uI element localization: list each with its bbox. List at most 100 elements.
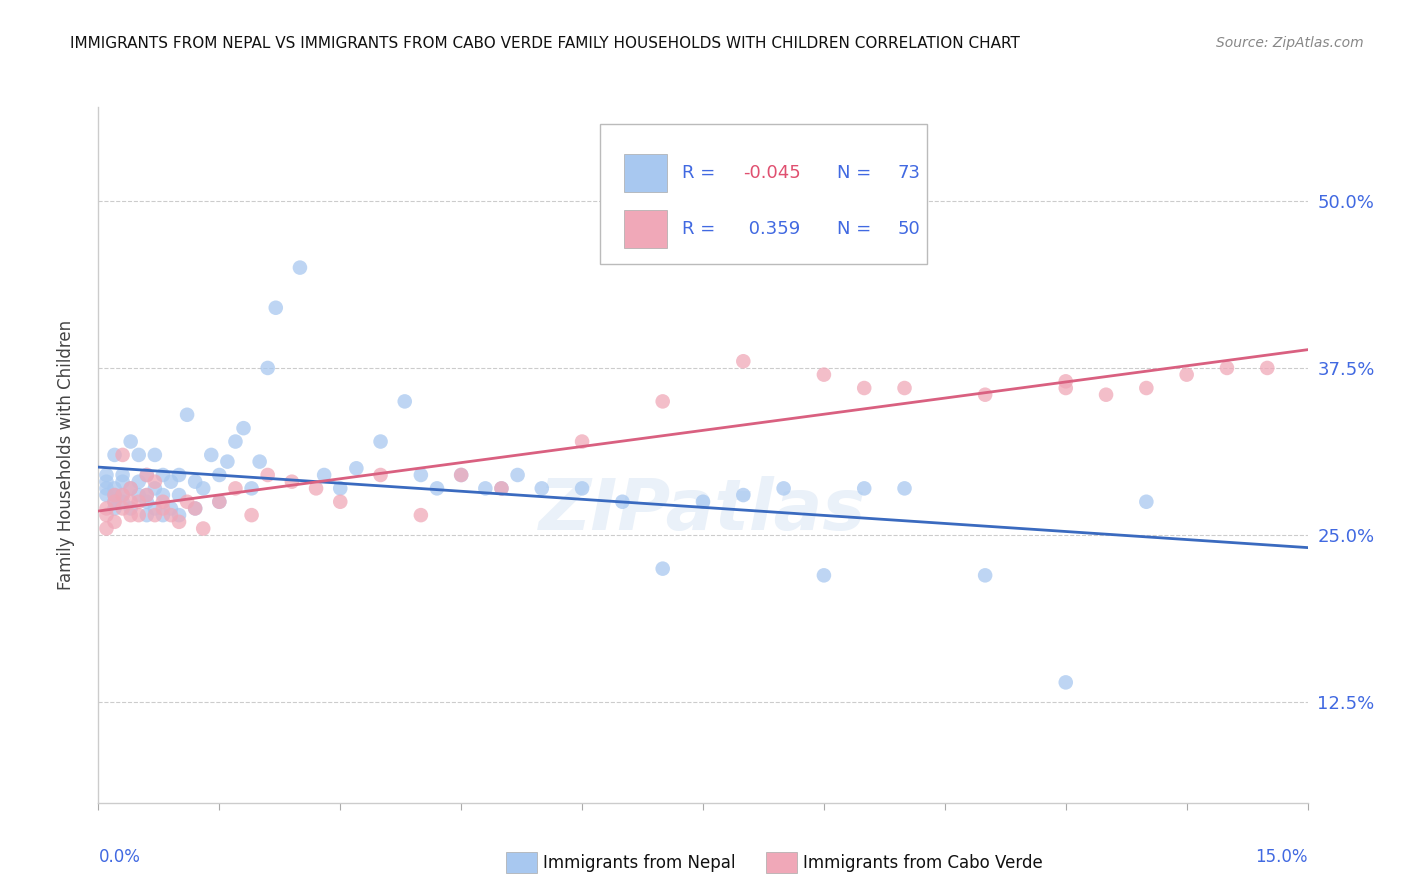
Point: [120, 481, 142, 495]
Point: [167, 467, 190, 482]
Point: [152, 488, 174, 502]
Point: [256, 360, 278, 375]
Point: [571, 434, 593, 449]
Y-axis label: Family Households with Children: Family Households with Children: [56, 320, 75, 590]
Point: [111, 475, 134, 489]
Point: [571, 481, 593, 495]
Point: [103, 488, 125, 502]
Point: [893, 481, 915, 495]
Point: [612, 494, 634, 508]
Point: [128, 508, 150, 522]
Point: [974, 387, 997, 401]
Point: [120, 508, 142, 522]
Point: [103, 494, 125, 508]
Point: [329, 481, 352, 495]
Point: [96, 467, 118, 482]
Point: [193, 481, 215, 495]
Point: [1216, 360, 1239, 375]
Text: 15.0%: 15.0%: [1256, 848, 1308, 866]
Point: [120, 494, 142, 508]
Point: [1256, 360, 1278, 375]
Point: [96, 488, 118, 502]
Point: [96, 508, 118, 522]
Point: [176, 408, 198, 422]
Point: [450, 467, 472, 482]
Point: [491, 481, 513, 495]
Point: [111, 467, 134, 482]
Point: [370, 434, 392, 449]
Point: [152, 494, 174, 508]
Point: [120, 501, 142, 516]
Point: [344, 461, 367, 475]
Point: [1054, 374, 1077, 388]
Point: [288, 260, 311, 275]
Point: [651, 394, 673, 409]
Point: [853, 381, 876, 395]
Point: [193, 521, 215, 535]
Point: [409, 508, 432, 522]
Text: Source: ZipAtlas.com: Source: ZipAtlas.com: [1216, 36, 1364, 50]
Point: [111, 448, 134, 462]
Point: [240, 481, 263, 495]
Point: [217, 454, 239, 468]
Point: [96, 475, 118, 489]
Point: [370, 467, 392, 482]
Point: [208, 494, 231, 508]
Point: [692, 494, 714, 508]
Point: [474, 481, 496, 495]
Point: [224, 434, 246, 449]
Point: [103, 494, 125, 508]
Point: [974, 568, 997, 582]
Point: [200, 448, 222, 462]
Point: [160, 475, 183, 489]
Text: R =: R =: [682, 219, 721, 238]
Text: ZIPatlas: ZIPatlas: [540, 476, 866, 545]
Text: Immigrants from Nepal: Immigrants from Nepal: [543, 854, 735, 871]
Point: [208, 467, 231, 482]
Point: [111, 488, 134, 502]
Point: [224, 481, 246, 495]
Point: [651, 562, 673, 576]
Point: [96, 481, 118, 495]
FancyBboxPatch shape: [624, 154, 666, 193]
Point: [1054, 381, 1077, 395]
Point: [329, 494, 352, 508]
Point: [530, 481, 553, 495]
Text: Immigrants from Cabo Verde: Immigrants from Cabo Verde: [803, 854, 1043, 871]
Point: [733, 354, 755, 368]
Text: 0.359: 0.359: [742, 219, 800, 238]
Point: [1175, 368, 1198, 382]
Text: 50: 50: [897, 219, 921, 238]
Point: [240, 508, 263, 522]
Point: [281, 475, 304, 489]
Point: [1054, 675, 1077, 690]
Point: [135, 467, 157, 482]
Point: [1135, 381, 1157, 395]
Point: [160, 508, 183, 522]
Point: [184, 475, 207, 489]
Point: [184, 501, 207, 516]
Point: [167, 508, 190, 522]
Point: [208, 494, 231, 508]
Point: [305, 481, 328, 495]
Point: [160, 501, 183, 516]
Point: [249, 454, 271, 468]
Point: [426, 481, 449, 495]
Point: [120, 481, 142, 495]
Point: [143, 475, 166, 489]
Point: [128, 448, 150, 462]
Point: [111, 501, 134, 516]
Point: [314, 467, 336, 482]
Text: N =: N =: [837, 219, 877, 238]
Point: [1095, 387, 1118, 401]
Point: [103, 481, 125, 495]
Point: [143, 481, 166, 495]
Text: -0.045: -0.045: [742, 164, 800, 182]
Point: [143, 508, 166, 522]
Point: [813, 568, 835, 582]
Text: 0.0%: 0.0%: [98, 848, 141, 866]
Point: [143, 501, 166, 516]
Point: [103, 448, 125, 462]
Point: [111, 488, 134, 502]
Point: [135, 488, 157, 502]
